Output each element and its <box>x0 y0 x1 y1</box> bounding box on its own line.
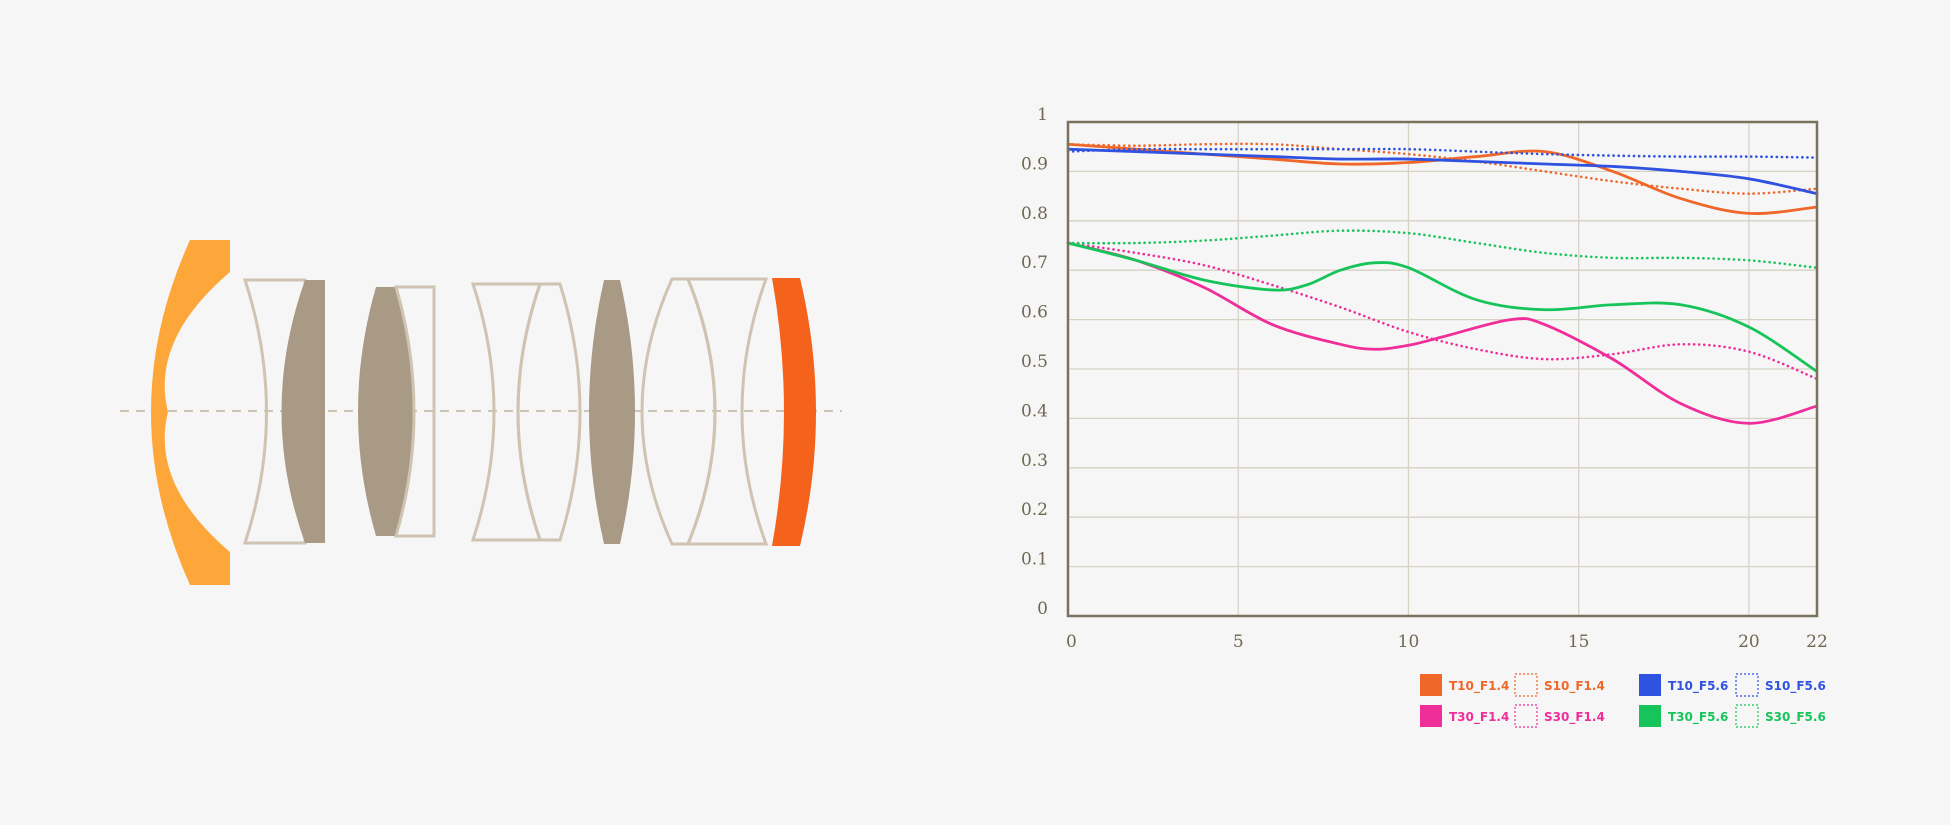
chart-legend: T10_F1.4 S10_F1.4 T10_F5.6 S10_F5.6 T30_F1.4… <box>1420 673 1826 728</box>
lens-group-1 <box>242 278 325 545</box>
group-1-filled-element <box>281 280 325 543</box>
series-line-s30-f5-6 <box>1066 229 1819 270</box>
series-line-t30-f5-6 <box>1066 241 1819 373</box>
legend-t30-f5-6-swatch <box>1639 705 1661 727</box>
series-line-t30-f1-4 <box>1066 241 1819 425</box>
x-tick-label: 10 <box>1398 632 1420 652</box>
y-tick-label: 0.1 <box>1021 550 1048 570</box>
legend-t30-f5-6-label: T30_F5.6 <box>1668 710 1728 725</box>
y-tick-label: 0.8 <box>1021 204 1048 224</box>
legend-t10-f1-4-label: T10_F1.4 <box>1449 679 1509 694</box>
x-tick-label: 15 <box>1568 632 1590 652</box>
lens-diagram <box>120 240 842 585</box>
lens-group-2 <box>358 285 436 538</box>
series-line-s10-f1-4 <box>1066 142 1819 195</box>
x-tick-label: 0 <box>1066 632 1077 652</box>
x-tick-label: 5 <box>1233 632 1244 652</box>
lens-group-4-filled <box>589 280 635 544</box>
front-meniscus-element <box>151 240 230 585</box>
group-2-filled-element <box>358 287 414 536</box>
group-2-outline-element <box>394 285 436 538</box>
legend-s10-f1-4-swatch <box>1514 673 1538 697</box>
y-tick-label: 0.7 <box>1021 253 1048 273</box>
y-tick-label: 0.4 <box>1021 401 1048 421</box>
y-tick-label: 0.9 <box>1021 154 1048 174</box>
legend-s30-f5-6-label: S30_F5.6 <box>1765 710 1826 725</box>
plot-frame <box>1066 120 1819 618</box>
legend-t10-f5-6-label: T10_F5.6 <box>1668 679 1728 694</box>
series-line-t10-f5-6 <box>1066 147 1819 196</box>
y-tick-label: 0.3 <box>1021 451 1048 471</box>
y-tick-label: 0.5 <box>1021 352 1048 372</box>
legend-t10-f1-4-swatch <box>1420 674 1442 696</box>
axis-tick-labels: 00.10.20.30.40.50.60.70.80.910 5 10 15 20 22 <box>1021 105 1828 652</box>
chart-grid <box>1068 122 1817 616</box>
chart-series <box>1066 142 1819 425</box>
legend-s30-f5-6-swatch <box>1735 704 1759 728</box>
legend-t30-f1-4-label: T30_F1.4 <box>1449 710 1509 725</box>
y-tick-label: 1 <box>1037 105 1048 125</box>
legend-s10-f5-6-swatch <box>1735 673 1759 697</box>
series-line-s30-f1-4 <box>1066 241 1819 381</box>
group-3-outline-rear <box>516 282 582 542</box>
rear-element <box>772 278 816 546</box>
y-tick-label: 0.2 <box>1021 500 1048 520</box>
lens-group-5 <box>640 277 769 546</box>
y-tick-label: 0 <box>1037 599 1048 619</box>
x-tick-label: 20 <box>1738 632 1760 652</box>
lens-group-3 <box>470 282 582 542</box>
legend-s10-f1-4-label: S10_F1.4 <box>1544 679 1605 694</box>
group-5-outline-rear <box>685 277 769 546</box>
group-1-outline-element <box>242 278 307 545</box>
y-tick-label: 0.6 <box>1021 303 1048 323</box>
legend-t30-f1-4-swatch <box>1420 705 1442 727</box>
legend-s10-f5-6-label: S10_F5.6 <box>1765 679 1826 694</box>
x-tick-label: 22 <box>1806 632 1828 652</box>
legend-s30-f1-4-swatch <box>1514 704 1538 728</box>
legend-s30-f1-4-label: S30_F1.4 <box>1544 710 1605 725</box>
legend-t10-f5-6-swatch <box>1639 674 1661 696</box>
